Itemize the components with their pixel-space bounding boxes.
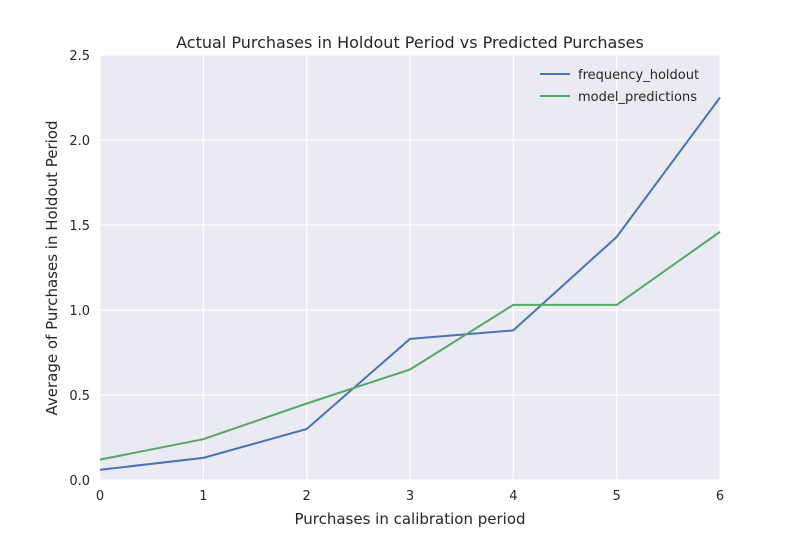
x-tick-label: 0 bbox=[96, 489, 104, 504]
x-axis-label: Purchases in calibration period bbox=[294, 510, 525, 528]
x-tick-label: 6 bbox=[716, 489, 724, 504]
x-tick-label: 4 bbox=[509, 489, 517, 504]
x-tick-label: 1 bbox=[199, 489, 207, 504]
y-axis-label: Average of Purchases in Holdout Period bbox=[43, 121, 61, 416]
y-tick-label: 2.0 bbox=[69, 134, 90, 149]
legend-label: model_predictions bbox=[578, 90, 697, 105]
y-tick-label: 0.0 bbox=[69, 474, 90, 489]
x-tick-label: 2 bbox=[303, 489, 311, 504]
y-tick-label: 1.5 bbox=[69, 219, 90, 234]
series-line-frequency_holdout bbox=[99, 96, 721, 471]
y-tick-labels: 0.0 0.5 1.0 1.5 2.0 2.5 bbox=[69, 49, 90, 489]
x-tick-label: 3 bbox=[406, 489, 414, 504]
x-tick-labels: 0 1 2 3 4 5 6 bbox=[96, 489, 724, 504]
x-tick-label: 5 bbox=[613, 489, 621, 504]
legend-label: frequency_holdout bbox=[578, 68, 699, 83]
series-line-model_predictions bbox=[99, 230, 721, 461]
grid-lines bbox=[99, 54, 721, 481]
y-tick-label: 0.5 bbox=[69, 389, 90, 404]
series-lines bbox=[99, 96, 721, 471]
legend: frequency_holdout model_predictions bbox=[540, 68, 699, 105]
y-tick-label: 1.0 bbox=[69, 304, 90, 319]
chart-title: Actual Purchases in Holdout Period vs Pr… bbox=[176, 33, 644, 52]
y-tick-label: 2.5 bbox=[69, 49, 90, 64]
